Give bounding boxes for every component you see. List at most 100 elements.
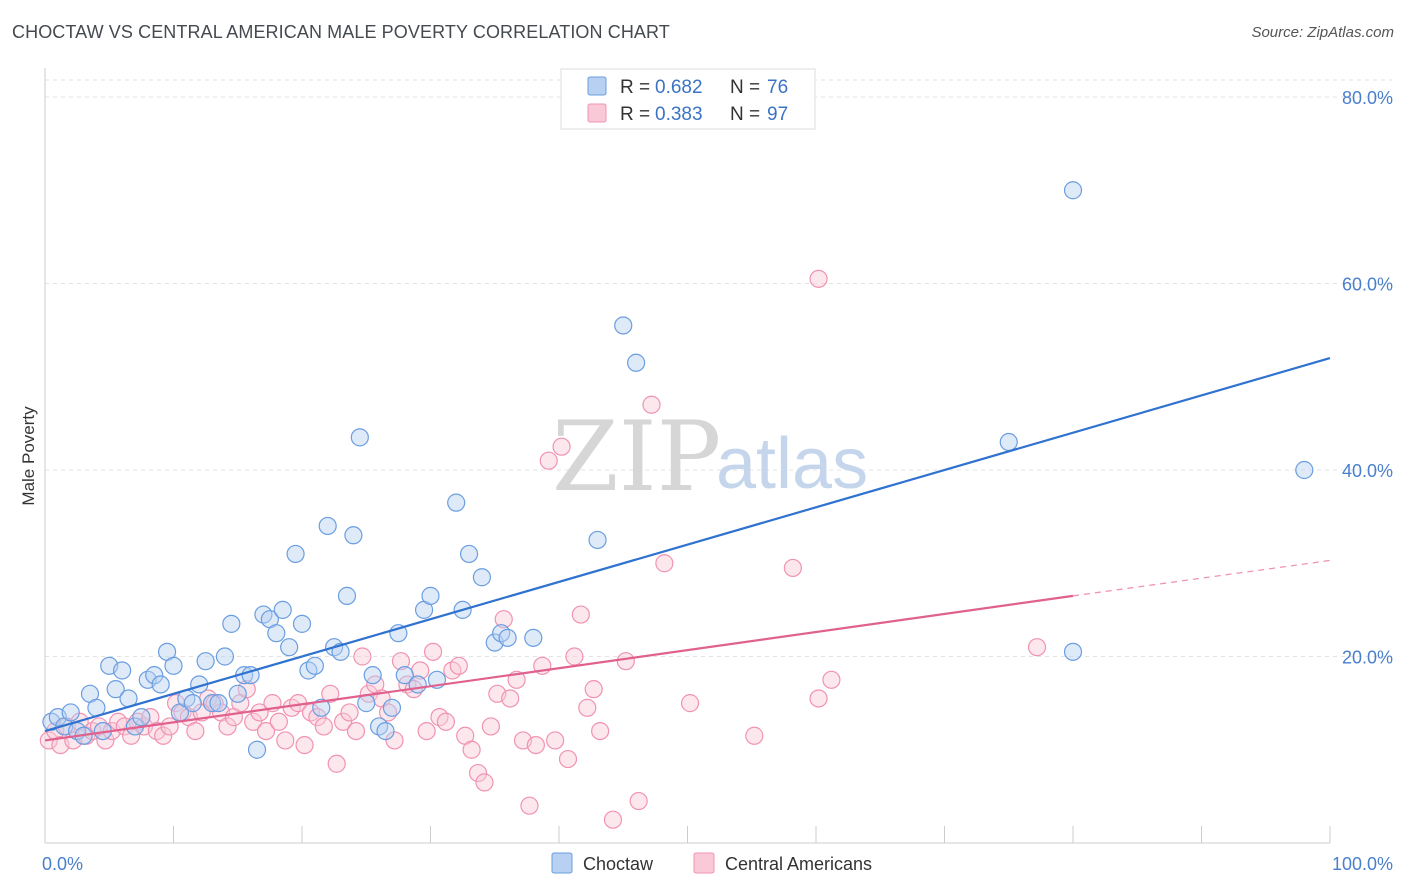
central-point-31 [237, 680, 256, 699]
legend-swatch-central [587, 103, 607, 123]
choctaw-point-66 [498, 628, 517, 647]
bottom-legend-swatch-choctaw [551, 852, 573, 874]
legend-swatch-choctaw [587, 76, 607, 96]
x-tick-label-1: 100.0% [1332, 854, 1393, 874]
x-tick-label-0: 0.0% [42, 854, 83, 874]
central-point-93 [745, 726, 764, 745]
gridlines [45, 79, 1392, 657]
central-point-55 [391, 652, 411, 671]
central-point-83 [571, 605, 590, 624]
choctaw-point-39 [292, 614, 312, 633]
bottom-legend-swatch-central [693, 852, 715, 874]
central-point-68 [475, 773, 494, 792]
choctaw-point-32 [247, 740, 267, 759]
y-tick-label-3: 80.0% [1342, 88, 1393, 108]
central-americans-points [39, 269, 1047, 829]
choctaw-point-36 [273, 600, 292, 619]
central-point-94 [783, 558, 802, 578]
watermark-zip: ZIP [552, 401, 721, 513]
central-point-96 [809, 689, 828, 708]
central-point-98 [1027, 638, 1047, 657]
bottom-legend-central: Central Americans [725, 854, 872, 874]
central-point-60 [423, 642, 443, 661]
choctaw-point-69 [614, 316, 633, 335]
choctaw-point-63 [472, 568, 491, 587]
central-point-23 [186, 721, 205, 741]
central-point-86 [591, 721, 610, 741]
central-point-34 [256, 721, 276, 741]
central-point-62 [436, 712, 456, 731]
top-legend: R = 0.682 N = 76 R = 0.383 N = 97 [560, 68, 816, 130]
central-point-47 [340, 703, 359, 722]
choctaw-point-19 [164, 656, 183, 675]
central-point-71 [494, 610, 513, 629]
choctaw-point-71 [999, 432, 1018, 452]
central-point-46 [334, 712, 353, 731]
choctaw-points [42, 181, 1314, 759]
choctaw-point-22 [183, 694, 202, 713]
x-tick-labels: 0.0% 100.0% [42, 854, 1393, 874]
y-axis-label: Male Poverty [19, 406, 38, 506]
choctaw-point-52 [376, 721, 395, 741]
central-point-40 [295, 735, 314, 755]
central-point-95 [809, 269, 828, 288]
central-point-42 [308, 708, 327, 727]
legend-r-label-2: R = [620, 104, 650, 125]
legend-n-value-2: 97 [767, 104, 788, 125]
choctaw-point-24 [196, 652, 215, 671]
choctaw-point-62 [459, 544, 479, 564]
bottom-legend: Choctaw Central Americans [551, 852, 872, 874]
choctaw-point-55 [395, 666, 414, 685]
choctaw-trend-line [44, 357, 1331, 733]
central-point-49 [353, 647, 372, 666]
choctaw-point-25 [202, 694, 222, 713]
choctaw-point-10 [106, 680, 125, 699]
central-point-45 [327, 754, 346, 773]
central-point-32 [244, 712, 263, 731]
central-point-88 [616, 652, 635, 671]
central-point-76 [526, 735, 545, 755]
central-point-78 [539, 451, 558, 470]
choctaw-point-14 [132, 708, 151, 727]
choctaw-point-73 [1063, 642, 1083, 661]
y-tick-label-1: 40.0% [1342, 461, 1393, 481]
choctaw-point-46 [337, 586, 357, 605]
central-point-82 [565, 647, 584, 666]
choctaw-point-43 [318, 516, 337, 536]
central-point-85 [584, 680, 603, 699]
legend-r-value-1: 0.682 [655, 77, 703, 98]
central-point-44 [321, 684, 340, 703]
central-point-43 [314, 717, 333, 736]
choctaw-point-26 [209, 694, 228, 713]
choctaw-point-41 [305, 656, 324, 675]
choctaw-point-50 [363, 666, 382, 685]
choctaw-point-11 [112, 661, 132, 680]
central-point-19 [160, 717, 179, 736]
central-trend-line-dashed [1072, 559, 1331, 597]
bottom-legend-choctaw: Choctaw [583, 854, 654, 874]
choctaw-point-16 [145, 666, 164, 685]
central-point-64 [449, 656, 468, 675]
choctaw-point-53 [382, 698, 402, 717]
central-point-80 [552, 437, 571, 456]
choctaw-point-56 [408, 675, 427, 694]
choctaw-point-74 [1295, 460, 1314, 480]
choctaw-point-70 [626, 353, 646, 372]
choctaw-point-3 [61, 703, 80, 722]
central-point-89 [629, 791, 648, 811]
watermark: ZIP atlas [552, 401, 868, 513]
central-point-75 [520, 796, 539, 815]
central-point-18 [154, 726, 173, 745]
central-point-37 [276, 731, 295, 750]
central-point-81 [558, 749, 578, 769]
choctaw-point-58 [421, 586, 440, 605]
central-point-87 [603, 810, 623, 829]
central-point-90 [642, 395, 661, 414]
choctaw-point-38 [286, 544, 305, 564]
legend-r-label-1: R = [620, 77, 650, 98]
choctaw-point-60 [447, 493, 466, 512]
trend-lines [44, 357, 1331, 742]
choctaw-point-48 [350, 428, 369, 447]
choctaw-point-28 [222, 614, 241, 633]
